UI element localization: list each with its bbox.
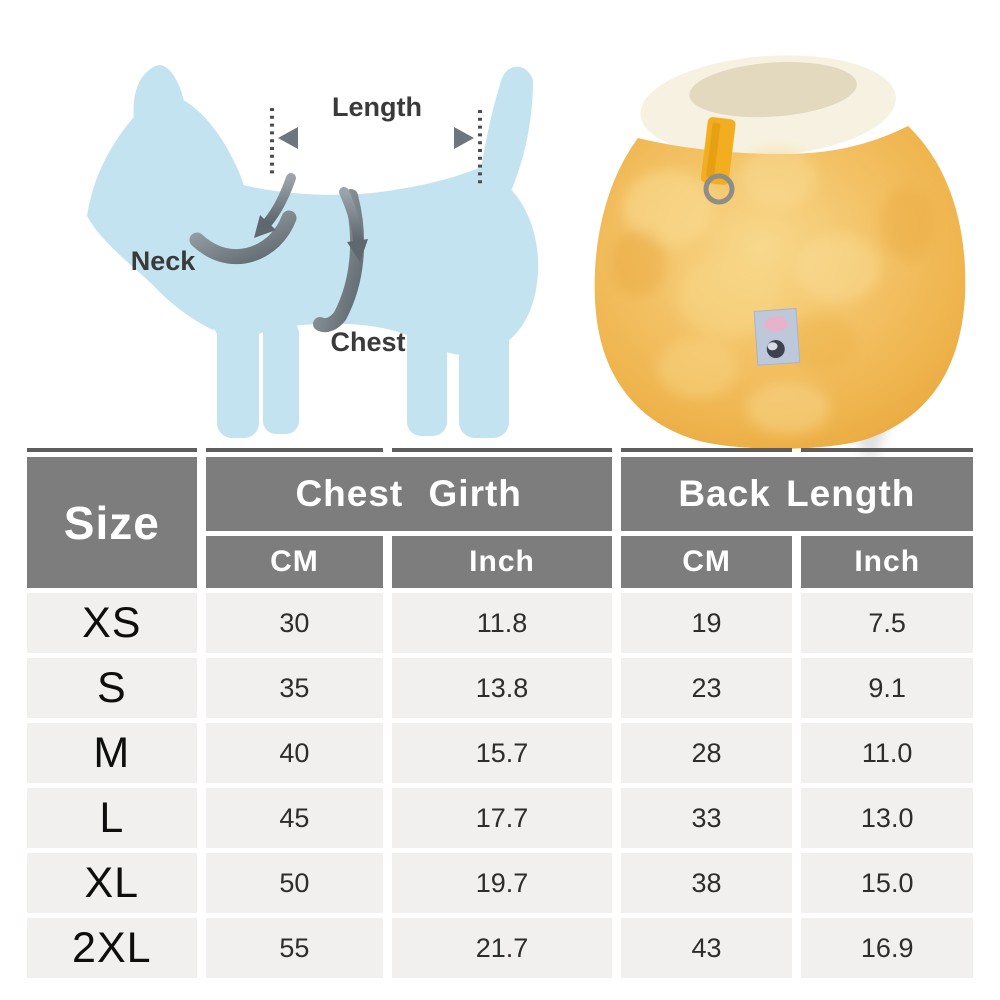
vest-collar bbox=[640, 55, 896, 157]
table-top-line bbox=[27, 448, 197, 452]
back-inch-value: 13.0 bbox=[801, 788, 973, 848]
back-inch-value: 16.9 bbox=[801, 918, 973, 978]
size-label: XL bbox=[27, 853, 197, 913]
chest-inch-value: 11.8 bbox=[392, 593, 612, 653]
size-label: S bbox=[27, 658, 197, 718]
dog-rear-leg bbox=[459, 298, 509, 438]
dog-measurement-diagram: Length Neck Chest bbox=[87, 65, 539, 438]
header-back-cm: CM bbox=[620, 536, 793, 588]
back-cm-value: 33 bbox=[620, 788, 793, 848]
dog-silhouette bbox=[87, 65, 539, 438]
chest-label: Chest bbox=[330, 327, 405, 357]
table-top-line bbox=[801, 448, 973, 452]
size-label: 2XL bbox=[27, 918, 197, 978]
back-inch-value: 11.0 bbox=[801, 723, 973, 783]
chest-cm-value: 35 bbox=[205, 658, 384, 718]
back-cm-value: 28 bbox=[620, 723, 793, 783]
table-top-line bbox=[205, 448, 384, 452]
dog-front-leg bbox=[217, 316, 259, 438]
chest-inch-value: 15.7 bbox=[392, 723, 612, 783]
chest-inch-value: 19.7 bbox=[392, 853, 612, 913]
dog-rear-leg bbox=[407, 310, 447, 436]
size-label: L bbox=[27, 788, 197, 848]
chest-cm-value: 30 bbox=[205, 593, 384, 653]
back-cm-value: 43 bbox=[620, 918, 793, 978]
dog-front-leg bbox=[263, 320, 299, 434]
fleece-texture bbox=[610, 148, 936, 434]
size-label: M bbox=[27, 723, 197, 783]
size-table: Size Chest Girth Back Length CM Inch CM … bbox=[27, 448, 973, 978]
table-top-line bbox=[620, 448, 793, 452]
neck-strap bbox=[189, 210, 297, 265]
table-top-line bbox=[392, 448, 612, 452]
back-inch-value: 9.1 bbox=[801, 658, 973, 718]
back-cm-value: 23 bbox=[620, 658, 793, 718]
dog-tail bbox=[480, 66, 533, 200]
size-label: XS bbox=[27, 593, 197, 653]
chest-inch-value: 17.7 bbox=[392, 788, 612, 848]
d-ring-icon bbox=[703, 173, 735, 205]
length-arrow-icon bbox=[278, 127, 474, 149]
chest-inch-value: 21.7 bbox=[392, 918, 612, 978]
back-cm-value: 38 bbox=[620, 853, 793, 913]
header-chest-girth: Chest Girth bbox=[205, 457, 612, 531]
back-cm-value: 19 bbox=[620, 593, 793, 653]
back-inch-value: 15.0 bbox=[801, 853, 973, 913]
length-label: Length bbox=[332, 92, 422, 122]
chest-inch-value: 13.8 bbox=[392, 658, 612, 718]
chest-arrow-icon bbox=[339, 187, 368, 262]
chest-cm-value: 50 bbox=[205, 853, 384, 913]
chest-cm-value: 40 bbox=[205, 723, 384, 783]
neck-label: Neck bbox=[131, 246, 197, 276]
product-photo-dog-vest bbox=[594, 55, 966, 458]
header-back-length: Back Length bbox=[620, 457, 973, 531]
header-back-inch: Inch bbox=[801, 536, 973, 588]
neck-arrow-icon bbox=[254, 173, 296, 238]
chest-cm-value: 45 bbox=[205, 788, 384, 848]
vest-tag bbox=[753, 307, 801, 366]
vest-strap bbox=[700, 117, 736, 185]
header-chest-inch: Inch bbox=[392, 536, 612, 588]
header-size: Size bbox=[27, 457, 197, 588]
chest-cm-value: 55 bbox=[205, 918, 384, 978]
header-chest-cm: CM bbox=[205, 536, 384, 588]
back-inch-value: 7.5 bbox=[801, 593, 973, 653]
